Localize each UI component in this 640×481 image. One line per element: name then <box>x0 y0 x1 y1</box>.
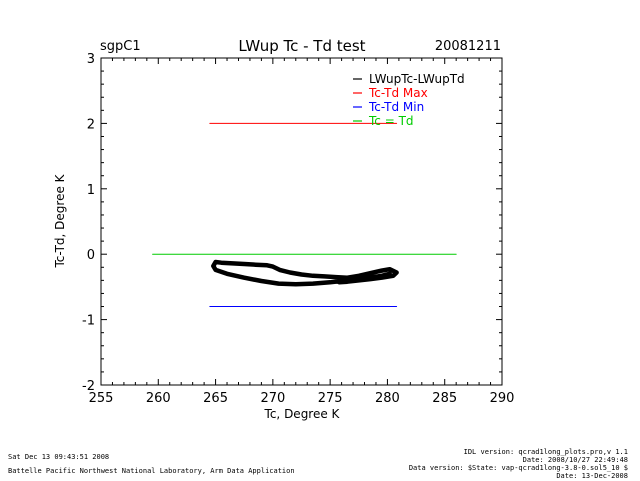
footer-data-version: Data version: $State: vap-qcrad1long-3.8… <box>408 464 628 472</box>
series-layer <box>152 122 457 307</box>
x-tick-label: 285 <box>432 391 457 406</box>
axes: 255 260 265 270 275 280 285 290 -2 -1 0 1 2 3 <box>82 52 514 406</box>
x-tick-label: 255 <box>89 391 114 406</box>
x-axis-label: Tc, Degree K <box>264 407 341 421</box>
footer-timestamp: Sat Dec 13 09:43:51 2008 <box>8 453 110 461</box>
x-tick-label: 265 <box>203 391 228 406</box>
legend-label: Tc-Td Min <box>368 100 424 114</box>
y-tick-label: -1 <box>82 314 95 329</box>
site-label: sgpC1 <box>100 39 141 54</box>
y-tick-label: -2 <box>82 379 95 394</box>
legend-label: Tc = Td <box>368 114 414 128</box>
plot-frame <box>100 57 503 386</box>
y-axis-label: Tc-Td, Degree K <box>53 173 67 268</box>
x-tick-label: 275 <box>318 391 343 406</box>
y-tick-label: 2 <box>87 117 95 132</box>
y-tick-label: 1 <box>87 183 95 198</box>
y-tick-label: 0 <box>87 248 95 263</box>
series-line-lwuptc-lwuptd <box>211 259 399 287</box>
legend-label: Tc-Td Max <box>368 86 428 100</box>
x-tick-label: 260 <box>146 391 171 406</box>
x-tick-label: 280 <box>375 391 400 406</box>
y-tick-label: 3 <box>87 52 95 67</box>
chart-title: LWup Tc - Td test <box>238 37 365 55</box>
legend-label: LWupTc-LWupTd <box>369 72 465 86</box>
x-tick-label: 270 <box>260 391 285 406</box>
footer-idl-date: Date: 2008/10/27 22:49:48 <box>522 456 628 464</box>
footer-lab: Battelle Pacific Northwest National Labo… <box>8 467 295 475</box>
x-tick-label: 290 <box>490 391 515 406</box>
footer-idl-version: IDL version: qcrad1long_plots.pro,v 1.1 <box>463 448 628 456</box>
footer-data-date: Date: 13-Dec-2008 <box>556 472 628 480</box>
chart-date: 20081211 <box>435 39 501 54</box>
